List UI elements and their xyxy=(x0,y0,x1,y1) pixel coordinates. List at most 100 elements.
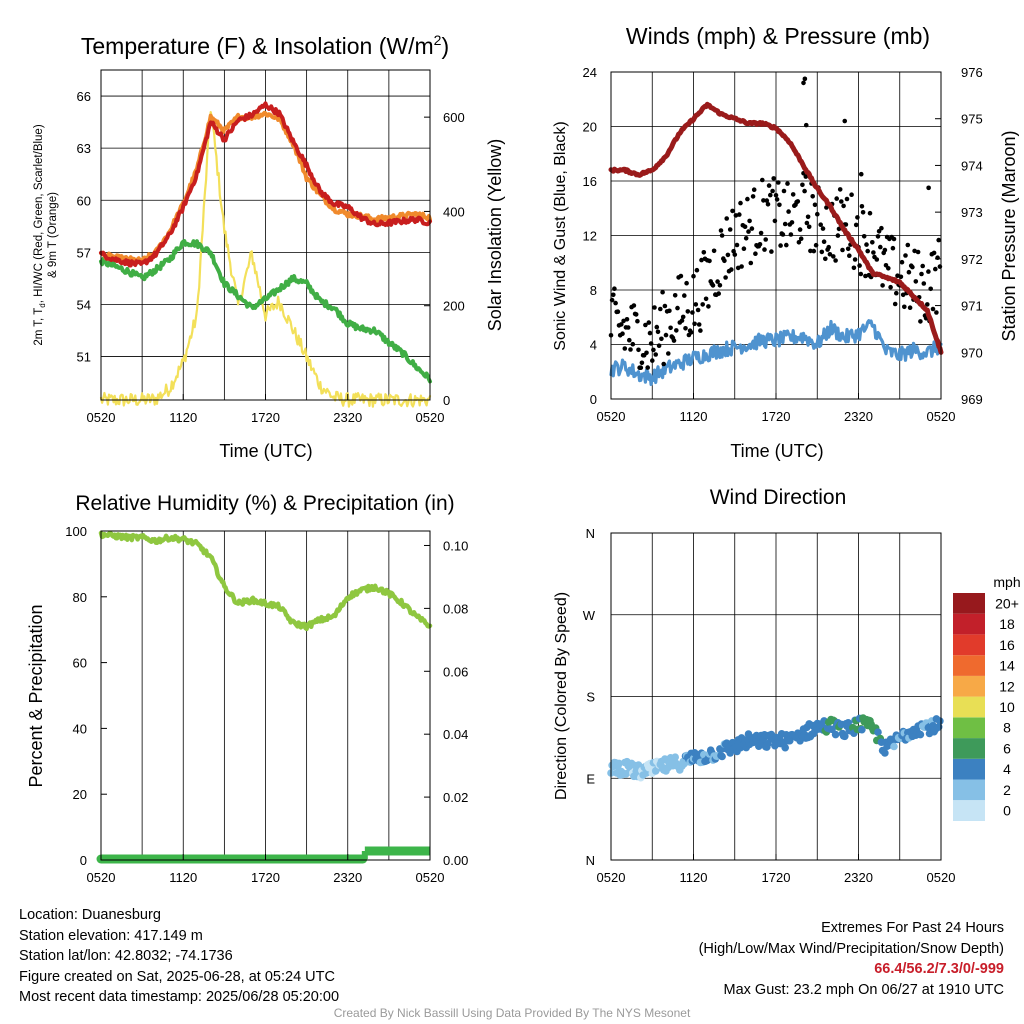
gust-point xyxy=(763,237,768,242)
gust-point xyxy=(729,267,734,272)
gust-peak-0 xyxy=(801,80,806,86)
rh-series xyxy=(98,530,433,632)
gust-point xyxy=(655,329,661,335)
gust-point xyxy=(790,192,796,197)
gust-point xyxy=(795,199,801,204)
gust-point xyxy=(690,310,695,315)
rh-xtick-label-0: 0520 xyxy=(87,870,116,885)
gust-point xyxy=(805,214,811,220)
wind-ytick-label-4: 16 xyxy=(583,174,597,189)
gust-point xyxy=(743,236,749,241)
gust-point xyxy=(843,222,849,227)
legend-swatch-3 xyxy=(953,738,985,759)
gust-point xyxy=(609,297,615,303)
gust-point xyxy=(821,239,827,244)
rh-ytick-label-3: 60 xyxy=(73,656,87,671)
gust-point xyxy=(706,304,711,309)
gust-point xyxy=(636,347,641,353)
rh-ytick-right-label-4: 0.08 xyxy=(443,601,468,616)
sonic-wind-series xyxy=(609,319,943,386)
gust-point xyxy=(880,283,885,288)
gust-point xyxy=(804,220,810,226)
gust-peak-4 xyxy=(858,171,864,177)
gust-point xyxy=(853,222,859,228)
gust-point xyxy=(663,332,669,338)
gust-point xyxy=(746,229,751,234)
gust-point xyxy=(864,242,869,247)
rh-ytick-label-5: 100 xyxy=(65,524,87,539)
gust-point xyxy=(858,271,864,277)
gust-point xyxy=(628,347,633,352)
wind-ylabel-right: Station Pressure (Maroon) xyxy=(999,130,1019,341)
dir-xtick-label-2: 1720 xyxy=(762,870,791,885)
direction-point xyxy=(718,752,726,761)
gust-point xyxy=(865,248,870,254)
gust-point xyxy=(841,203,846,209)
gust-point xyxy=(800,182,805,188)
gust-point xyxy=(774,197,780,202)
gust-point xyxy=(762,247,767,252)
gust-point xyxy=(678,273,684,279)
gust-point xyxy=(925,302,930,307)
wind-ytick-label-2: 8 xyxy=(590,283,597,298)
gust-point xyxy=(879,225,884,231)
legend-swatch-8 xyxy=(953,634,985,656)
gust-point xyxy=(715,279,720,284)
gust-point xyxy=(906,269,912,275)
temp-xlabel: Time (UTC) xyxy=(219,441,312,461)
gust-point xyxy=(730,208,735,214)
gust-point xyxy=(612,286,617,292)
wind-ytick-label-1: 4 xyxy=(590,338,597,353)
wind-xlabel: Time (UTC) xyxy=(730,441,823,461)
gust-point xyxy=(633,312,639,317)
gust-point xyxy=(748,260,754,266)
gust-point xyxy=(710,283,716,288)
max-gust: Max Gust: 23.2 mph On 06/27 at 1910 UTC xyxy=(723,981,1004,998)
gust-point xyxy=(719,233,725,238)
gust-point xyxy=(903,253,908,258)
gust-point xyxy=(851,265,857,271)
rh-ytick-right-label-5: 0.10 xyxy=(443,538,468,553)
temp-ylabel-part-2: , HI/WC (Red, Green, Scarlet/Blue) xyxy=(33,124,45,303)
gust-point xyxy=(651,347,656,353)
gust-point xyxy=(861,234,867,239)
gust-point xyxy=(758,230,764,236)
direction-point xyxy=(615,759,623,768)
gust-point xyxy=(812,202,818,208)
gust-point xyxy=(700,302,705,307)
gust-point xyxy=(688,330,694,335)
gust-point xyxy=(905,242,911,248)
gust-point xyxy=(668,325,673,331)
rh-ylabel-left: Percent & Precipitation xyxy=(26,604,46,787)
gust-point xyxy=(716,291,721,296)
gust-point xyxy=(662,303,668,309)
gust-point xyxy=(819,249,825,255)
direction-point xyxy=(881,749,889,757)
gust-point xyxy=(699,257,704,263)
direction-point xyxy=(858,725,866,734)
gust-point xyxy=(855,215,860,220)
gust-point xyxy=(937,264,943,269)
gust-point xyxy=(808,248,813,254)
gust-point xyxy=(936,237,941,243)
credit-line: Created By Nick Bassill Using Data Provi… xyxy=(333,1006,691,1020)
gust-point xyxy=(698,328,703,333)
gust-point xyxy=(934,310,939,315)
station-location: Location: Duanesburg xyxy=(19,907,161,923)
gust-point xyxy=(749,226,755,231)
temp-ytick-label-2: 57 xyxy=(77,245,91,260)
wind-xtick-label-2: 1720 xyxy=(762,409,791,424)
legend-label-1: 2 xyxy=(1003,782,1011,798)
dir-xtick-label-0: 0520 xyxy=(597,870,626,885)
gust-point xyxy=(844,196,850,202)
gust-point xyxy=(751,187,757,192)
wind-ytick-right-label-2: 971 xyxy=(961,299,983,314)
gust-point xyxy=(671,338,677,343)
gust-point xyxy=(654,324,660,330)
gust-point xyxy=(679,318,685,323)
legend-label-0: 0 xyxy=(1003,803,1011,819)
gust-point xyxy=(796,240,802,245)
gust-point xyxy=(818,222,823,227)
legend-label-2: 4 xyxy=(1003,761,1011,777)
rh-ytick-label-4: 80 xyxy=(73,590,87,605)
